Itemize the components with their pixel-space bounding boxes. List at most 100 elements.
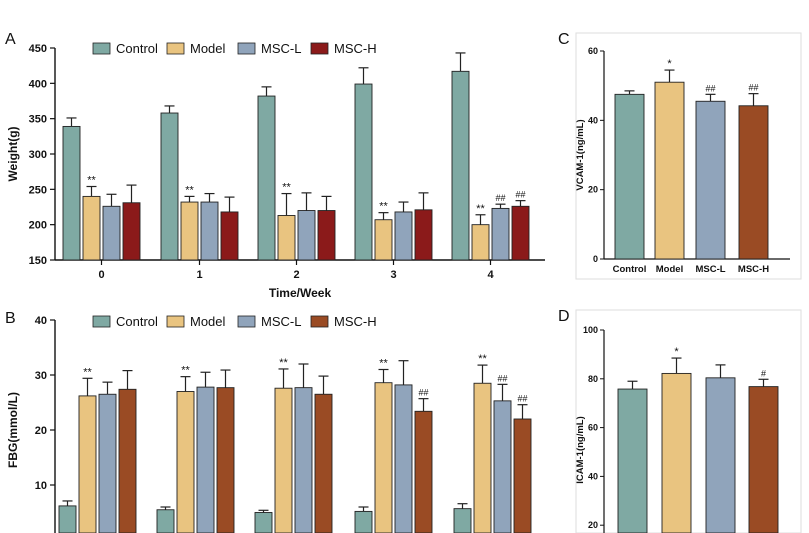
y-tick-label-a: 200: [29, 220, 47, 232]
panel-letter-b: B: [5, 310, 16, 327]
bar-msc-l-4-a: [491, 207, 510, 261]
y-tick-label-b: 30: [35, 370, 47, 382]
bar-msc-l-0-a: [102, 205, 121, 261]
bar-control-0-b: [58, 505, 77, 533]
significance-label-d: *: [674, 346, 679, 358]
legend-swatch-msc-l-b: [237, 315, 256, 328]
x-tick-label-c: MSC-L: [695, 264, 725, 275]
significance-label-b: ##: [517, 394, 527, 404]
y-tick-label-c: 0: [593, 254, 598, 264]
x-tick-label-a: 2: [293, 269, 299, 281]
bar-control-1-a: [160, 112, 179, 261]
y-tick-label-d: 80: [588, 374, 598, 384]
y-tick-label-a: 300: [29, 149, 47, 161]
legend-label-model-b: Model: [190, 314, 226, 329]
significance-label-a: **: [476, 203, 485, 215]
significance-label-b: ##: [497, 373, 507, 383]
bar-msc-l-3-a: [394, 211, 413, 261]
x-axis-label-a: Time/Week: [269, 286, 332, 300]
panel-d: D 20 40 60 80 100 ICAM-1(ng/mL) * #: [558, 308, 802, 533]
bar-control-0-a: [62, 125, 81, 261]
y-tick-label-a: 400: [29, 78, 47, 90]
significance-label-a: **: [282, 182, 291, 194]
y-tick-label-d: 60: [588, 423, 598, 433]
bar-control-3-b: [354, 510, 373, 533]
x-tick-label-a: 4: [487, 269, 494, 281]
bar-model-1-a: [180, 201, 199, 261]
y-axis-label-d: ICAM-1(ng/mL): [575, 416, 586, 484]
x-tick-label-a: 0: [98, 269, 104, 281]
bar-msc-h-0-b: [118, 388, 137, 533]
panel-letter-d: D: [558, 308, 570, 325]
legend-swatch-model-b: [166, 315, 185, 328]
bar-msc-h-2-a: [317, 210, 336, 261]
bar-msc-h-3-a: [414, 209, 433, 261]
bar-msc-l-2-a: [297, 210, 316, 261]
y-tick-label-c: 40: [588, 115, 598, 125]
bar-control-4-b: [453, 508, 472, 533]
bar-model-3-a: [374, 219, 393, 261]
significance-label-a: **: [185, 184, 194, 196]
significance-label-d: #: [761, 368, 766, 378]
bar-model-4-b: [473, 382, 492, 533]
significance-label-b: **: [83, 366, 92, 378]
significance-label-a: **: [87, 175, 96, 187]
bar-model-3-b: [374, 382, 393, 533]
legend-label-msc-h-b: MSC-H: [334, 314, 377, 329]
bar-msc-l-0-b: [98, 393, 117, 533]
panel-c: C 0 20 40 60 VCAM-1(ng/mL) Control * Model ## MSC…: [558, 31, 802, 280]
x-tick-label-c: Control: [613, 264, 647, 275]
bar-control-c: [614, 93, 645, 260]
significance-label-a: **: [379, 201, 388, 213]
bar-msc-l-1-a: [200, 201, 219, 261]
bar-msc-h-4-b: [513, 418, 532, 533]
bar-control-1-b: [156, 509, 175, 533]
legend-label-model-a: Model: [190, 41, 226, 56]
legend-swatch-control-b: [92, 315, 111, 328]
significance-label-b: **: [181, 365, 190, 377]
significance-label-c: *: [667, 58, 672, 70]
bar-model-2-b: [274, 387, 293, 533]
bar-msc-h-c: [738, 105, 769, 260]
x-tick-label-a: 3: [390, 269, 396, 281]
bar-msc-h-0-a: [122, 202, 141, 261]
significance-label-c: ##: [705, 83, 715, 93]
x-tick-label-c: MSC-H: [738, 264, 769, 275]
bar-model-4-a: [471, 224, 490, 261]
significance-label-a: ##: [495, 193, 505, 203]
significance-label-a: ##: [515, 190, 525, 200]
bar-msc-l-4-b: [493, 400, 512, 533]
legend-swatch-msc-h-b: [310, 315, 329, 328]
y-axis-label-a: Weight(g): [6, 126, 20, 181]
x-tick-label-a: 1: [196, 269, 202, 281]
y-tick-label-a: 450: [29, 43, 47, 55]
bar-msc-l-3-b: [394, 384, 413, 533]
significance-label-b: **: [478, 353, 487, 365]
panel-letter-c: C: [558, 31, 570, 48]
y-axis-label-b: FBG(mmol/L): [6, 392, 20, 468]
y-tick-label-a: 250: [29, 184, 47, 196]
y-axis-label-c: VCAM-1(ng/mL): [575, 119, 586, 190]
bar-msc-l-2-b: [294, 387, 313, 533]
y-tick-label-d: 100: [583, 325, 598, 335]
bar-msc-h-d: [748, 386, 779, 533]
panel-b: B 10 20 30 40 FBG(mmol/L) Control Model MSC-L MS…: [5, 310, 532, 533]
bar-model-0-b: [78, 395, 97, 533]
legend-swatch-model-a: [166, 42, 185, 55]
legend-label-control-a: Control: [116, 41, 158, 56]
bar-model-c: [654, 81, 685, 260]
bar-model-0-a: [82, 195, 101, 261]
legend-swatch-msc-l-a: [237, 42, 256, 55]
bar-control-2-a: [257, 95, 276, 261]
bar-msc-l-c: [695, 100, 726, 260]
bar-msc-h-4-a: [511, 205, 530, 261]
panel-letter-a: A: [5, 31, 16, 48]
y-tick-label-c: 20: [588, 185, 598, 195]
significance-label-c: ##: [748, 83, 758, 93]
bar-model-2-a: [277, 215, 296, 261]
y-tick-label-d: 20: [588, 520, 598, 530]
legend-label-msc-l-b: MSC-L: [261, 314, 301, 329]
bar-msc-l-d: [705, 377, 736, 533]
bar-msc-l-1-b: [196, 386, 215, 533]
bar-control-2-b: [254, 512, 273, 533]
